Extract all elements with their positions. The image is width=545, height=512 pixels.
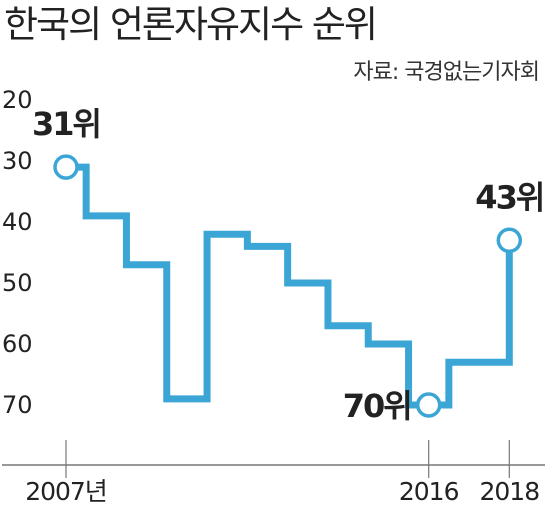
point-marker <box>53 154 79 180</box>
data-label: 43위 <box>475 178 543 216</box>
x-tick-label: 2007년 <box>25 477 107 506</box>
data-label: 70위 <box>343 387 411 425</box>
x-axis: 2007년 2016 2018 <box>2 440 545 506</box>
y-tick-label: 40 <box>2 208 33 236</box>
series-line <box>66 163 513 409</box>
y-tick-label: 30 <box>2 147 33 175</box>
y-tick-label: 60 <box>2 330 33 358</box>
y-tick-label: 20 <box>2 86 33 114</box>
x-tick-label: 2018 <box>479 477 539 506</box>
series <box>66 163 513 409</box>
chart-title: 한국의 언론자유지수 순위 <box>4 3 378 46</box>
point-marker <box>496 227 523 254</box>
point-marker <box>415 392 442 418</box>
markers <box>53 154 523 418</box>
y-tick-label: 70 <box>2 391 33 419</box>
source-note: 자료: 국경없는기자회 <box>353 60 540 85</box>
y-axis-ticks: 20 30 40 50 60 70 <box>2 86 33 419</box>
data-label: 31위 <box>32 105 100 143</box>
annotations: 31위 70위 43위 <box>32 105 545 425</box>
x-tick-label: 2016 <box>399 477 459 506</box>
y-tick-label: 50 <box>2 269 33 297</box>
